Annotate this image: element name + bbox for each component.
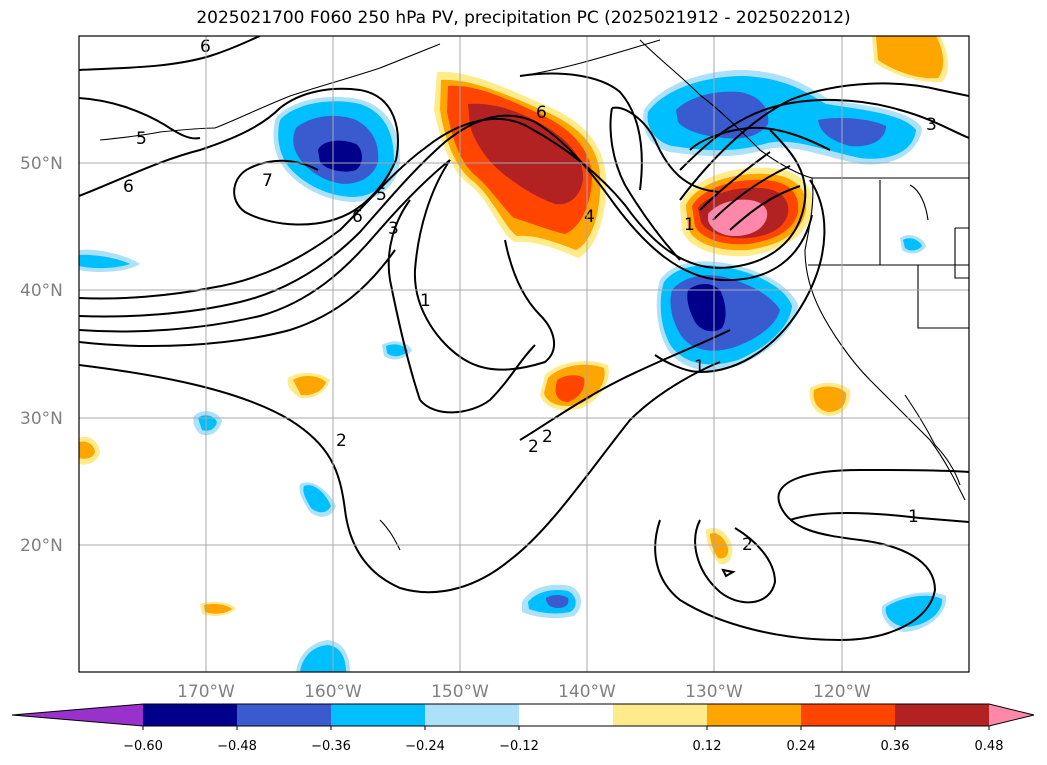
colorbar-segment [801,704,895,726]
colorbar: −0.60 −0.48 −0.36 −0.24 −0.12 0.12 0.24 0.36 0.4… [11,703,1035,754]
contour-label: 1 [420,291,431,311]
colorbar-tick-label: −0.12 [499,739,539,754]
colorbar-tick-label: 0.48 [975,739,1004,754]
latitude-labels: 50°N 40°N 30°N 20°N [20,154,63,556]
lon-label: 130°W [685,682,743,702]
lat-label: 50°N [20,154,63,174]
contour-label: 1 [908,507,919,527]
contour-label: 4 [584,207,595,227]
colorbar-segment [613,704,707,726]
contour-label: 5 [136,129,147,149]
contour-label: 3 [388,219,399,239]
colorbar-tick-label: −0.24 [405,739,445,754]
contour-label: 6 [352,207,363,227]
colorbar-segment [331,704,425,726]
plot-area: 6 5 6 7 6 5 3 1 2 2 2 6 4 1 1 3 2 1 [79,36,969,672]
contour-label: 6 [123,177,134,197]
lat-label: 30°N [20,409,63,429]
contour-label: 6 [536,103,547,123]
pv-contours [79,36,969,642]
colorbar-tick-label: 0.36 [881,739,910,754]
gridlines [79,36,969,672]
colorbar-extension-high [989,704,1034,726]
colorbar-segment [707,704,801,726]
contour-label: 2 [542,427,553,447]
lon-label: 120°W [813,682,871,702]
map-title: 2025021700 F060 250 hPa PV, precipitatio… [196,8,851,28]
colorbar-extension-low [12,704,143,726]
plot-frame [78,35,970,673]
colorbar-segment [237,704,331,726]
contour-label: 5 [376,185,387,205]
contour-label: 2 [528,437,539,457]
coastlines [99,39,969,551]
colorbar-tick-label: −0.60 [123,739,163,754]
lon-label: 170°W [177,682,235,702]
precip-shading [79,36,948,672]
lon-label: 140°W [558,682,616,702]
colorbar-segment [425,704,519,726]
colorbar-tick-label: 0.12 [693,739,722,754]
lon-label: 150°W [431,682,489,702]
contour-label: 7 [262,171,273,191]
longitude-labels: 170°W 160°W 150°W 140°W 130°W 120°W [177,682,871,702]
contour-label: 2 [336,431,347,451]
lat-label: 20°N [20,536,63,556]
contour-label: 6 [200,37,211,57]
contour-label: 1 [684,215,695,235]
lon-label: 160°W [304,682,362,702]
colorbar-tick-label: −0.36 [311,739,351,754]
colorbar-tick-label: 0.24 [787,739,816,754]
contour-label: 3 [926,115,937,135]
colorbar-tick-label: −0.48 [217,739,257,754]
colorbar-segment [143,704,237,726]
contour-label: 1 [694,357,705,377]
colorbar-segment [519,704,613,726]
lat-label: 40°N [20,281,63,301]
colorbar-segment [895,704,989,726]
